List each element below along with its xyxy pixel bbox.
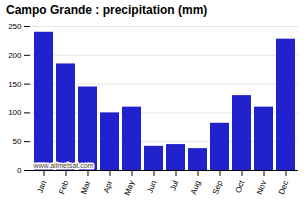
svg-text:50: 50 <box>13 137 22 146</box>
svg-text:100: 100 <box>8 108 22 117</box>
svg-text:www.allmetsat.com: www.allmetsat.com <box>33 162 94 169</box>
svg-text:200: 200 <box>8 51 22 60</box>
svg-text:150: 150 <box>8 80 22 89</box>
svg-text:Jul: Jul <box>168 179 180 192</box>
svg-text:Oct: Oct <box>234 179 247 195</box>
svg-text:Sep: Sep <box>211 179 225 196</box>
svg-text:Nov: Nov <box>255 179 268 195</box>
svg-text:May: May <box>123 179 137 196</box>
html-text:Campo Grande : precipitation (: Campo Grande : precipitation (mm) <box>6 3 208 17</box>
svg-text:Apr: Apr <box>102 179 115 194</box>
svg-text:0: 0 <box>17 166 22 175</box>
svg-text:250: 250 <box>8 22 22 31</box>
svg-text:Feb: Feb <box>57 179 70 196</box>
svg-text:Aug: Aug <box>189 179 202 195</box>
svg-text:Jun: Jun <box>145 179 158 194</box>
svg-text:Jan: Jan <box>35 179 48 194</box>
svg-text:Dec: Dec <box>277 179 290 195</box>
svg-text:Mar: Mar <box>79 179 92 195</box>
